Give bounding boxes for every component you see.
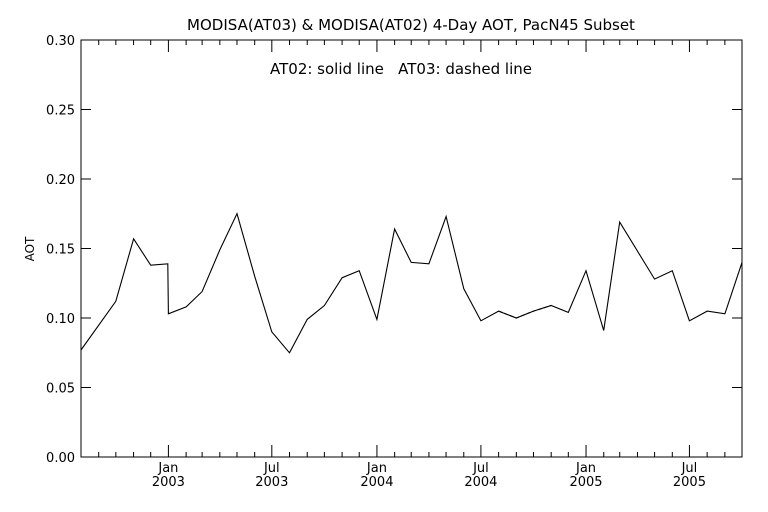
y-tick-label: 0.20 — [46, 173, 75, 188]
y-tick-label: 0.00 — [46, 451, 75, 466]
chart-annotation: AT02: solid line AT03: dashed line — [270, 60, 532, 78]
x-tick-year-label: 2004 — [464, 475, 497, 490]
x-tick-month-label: Jan — [157, 461, 178, 476]
x-tick-year-label: 2005 — [673, 475, 706, 490]
series-layer — [80, 212, 743, 354]
x-tick-year-label: 2003 — [152, 475, 185, 490]
x-tick-month-label: Jul — [472, 461, 489, 476]
y-tick-label: 0.30 — [46, 34, 75, 49]
x-tick-month-label: Jan — [575, 461, 596, 476]
y-tick-label: 0.10 — [46, 312, 75, 327]
chart-title: MODISA(AT03) & MODISA(AT02) 4-Day AOT, P… — [187, 16, 635, 34]
x-tick-year-label: 2005 — [569, 475, 602, 490]
x-axis: Jan2003Jul2003Jan2004Jul2004Jan2005Jul20… — [80, 40, 743, 490]
y-axis: 0.00 0.05 0.10 0.15 0.20 0.25 0.30 — [46, 34, 742, 466]
x-tick-year-label: 2003 — [255, 475, 288, 490]
y-tick-label: 0.05 — [46, 382, 75, 397]
y-axis-label: AOT — [23, 236, 37, 261]
x-tick-year-label: 2004 — [360, 475, 393, 490]
y-tick-label: 0.25 — [46, 104, 75, 119]
x-tick-month-label: Jul — [263, 461, 280, 476]
plot-frame — [80, 39, 743, 458]
at02-solid-line — [80, 212, 743, 354]
y-tick-label: 0.15 — [46, 243, 75, 258]
x-tick-month-label: Jan — [366, 461, 387, 476]
at03-dashed-line — [498, 304, 552, 319]
x-tick-month-label: Jul — [681, 461, 698, 476]
